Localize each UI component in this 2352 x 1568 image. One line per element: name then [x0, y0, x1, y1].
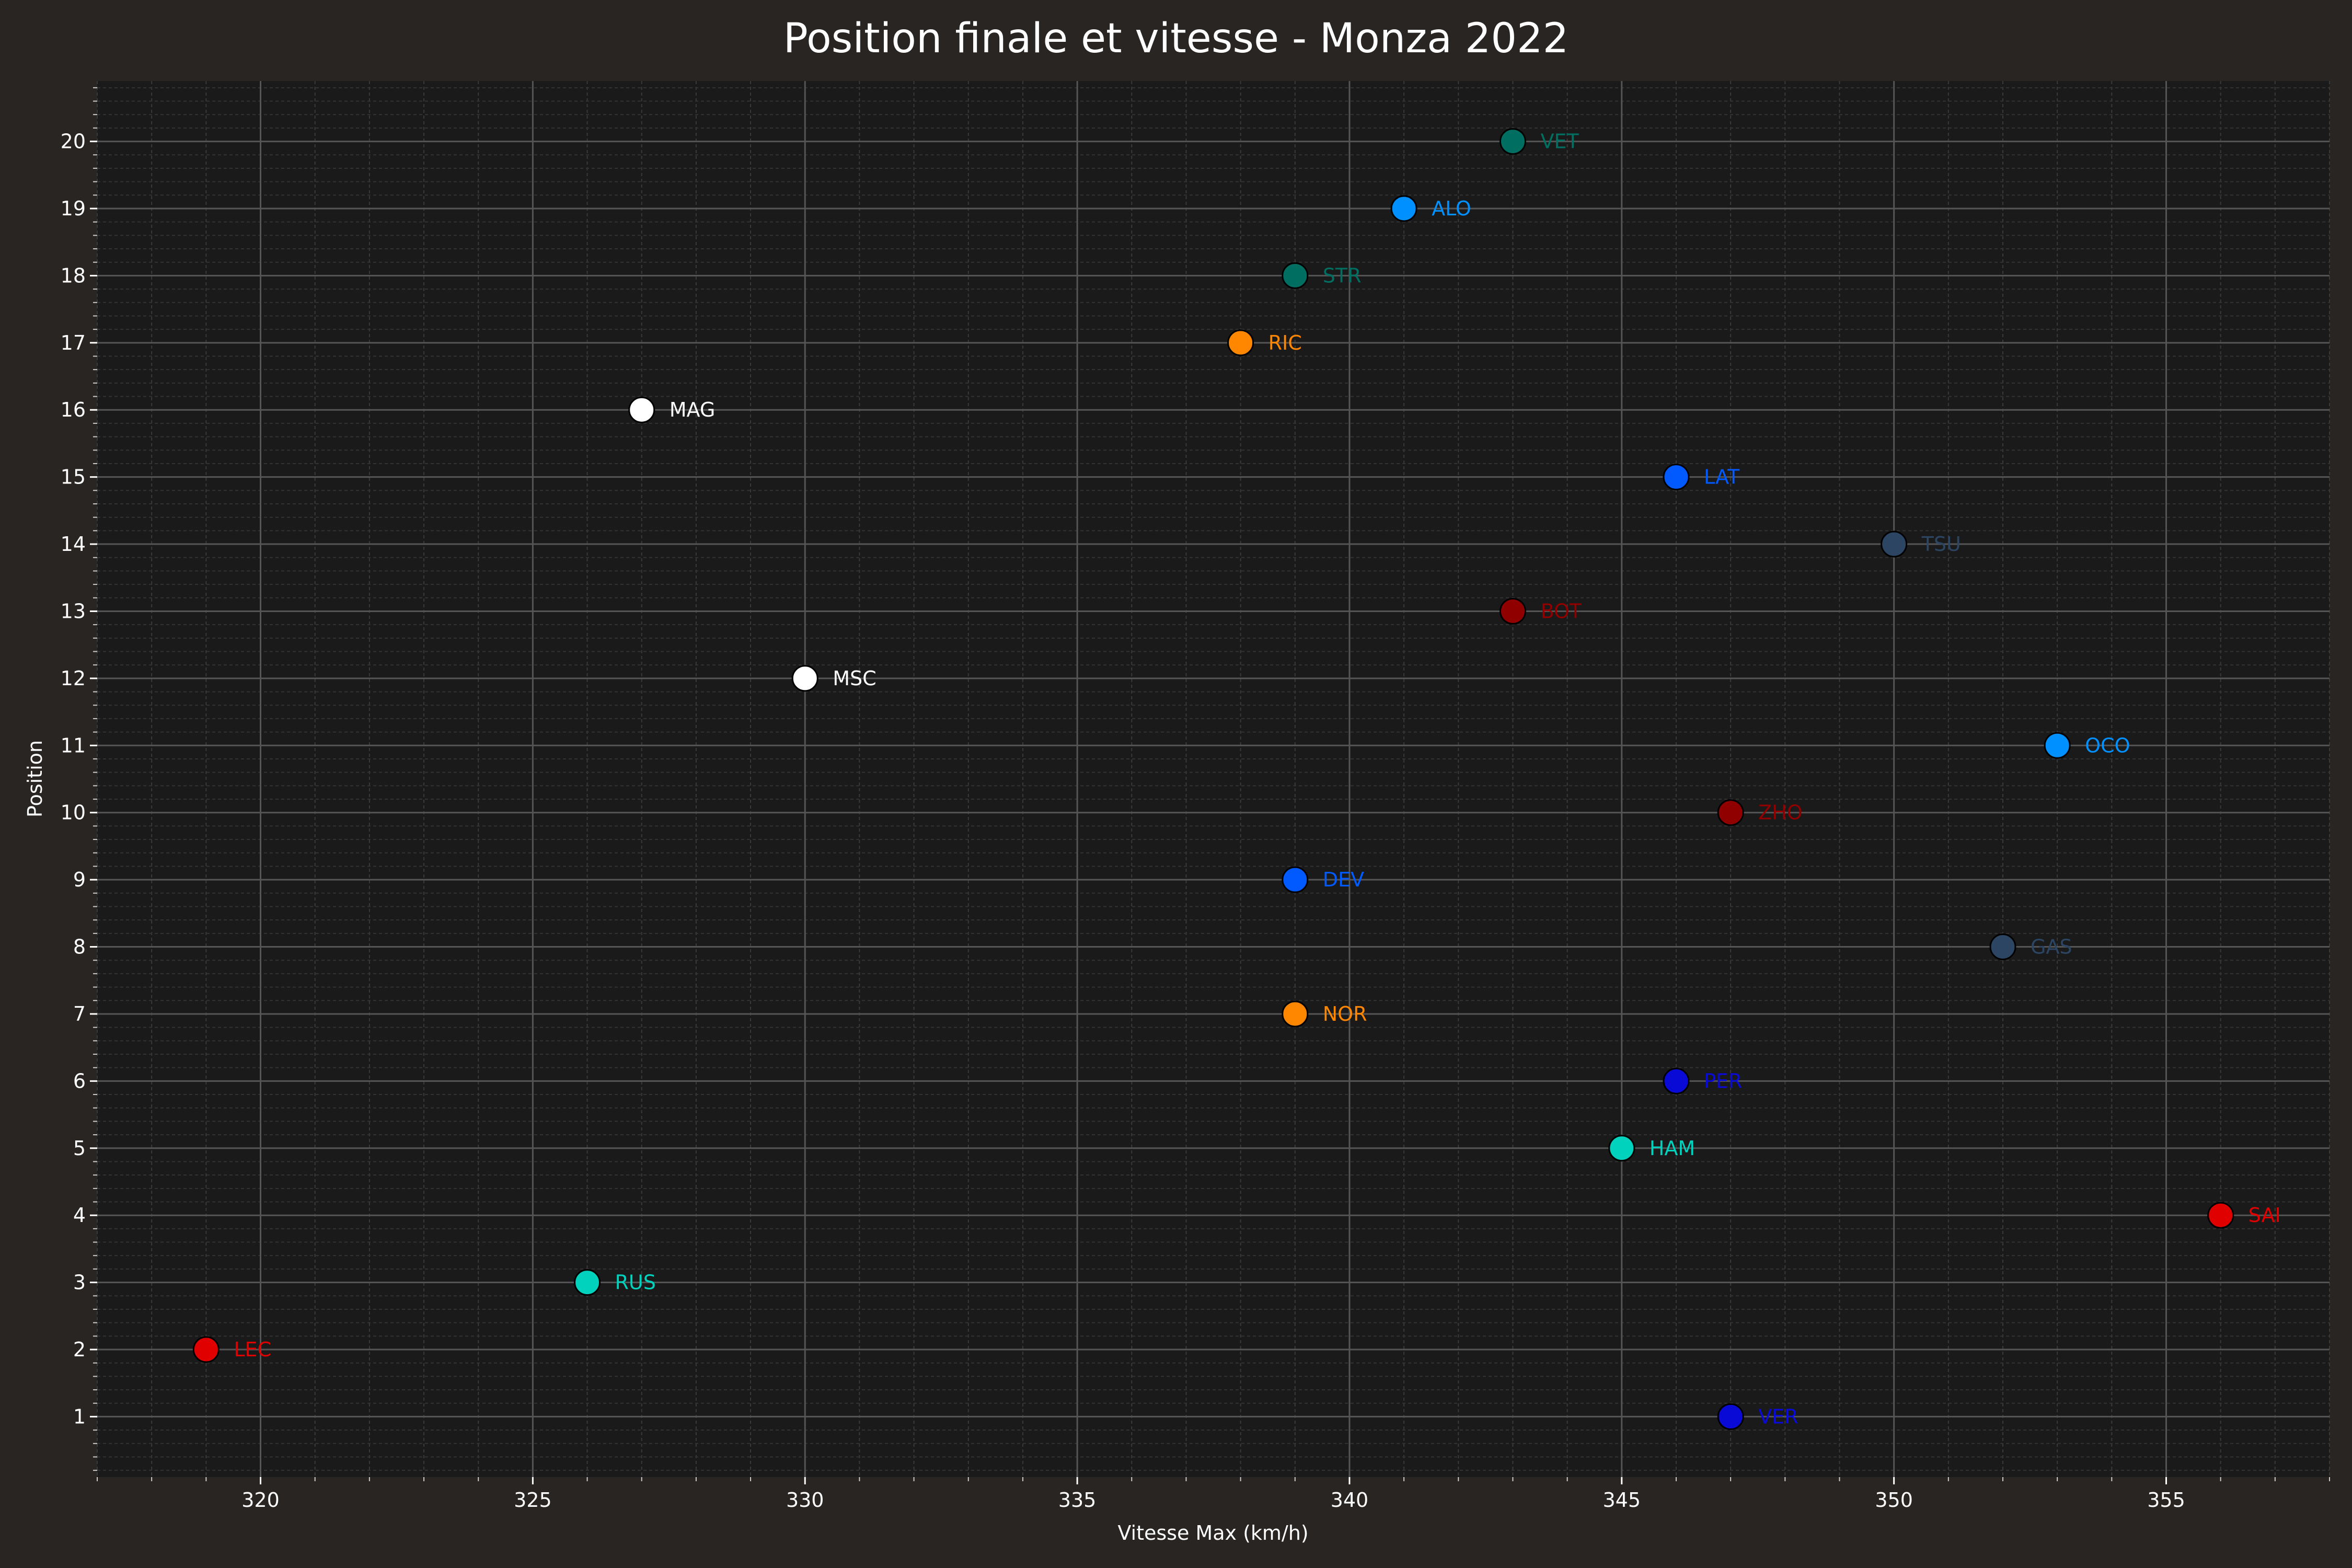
- y-tick-label: 16: [61, 398, 86, 421]
- data-point-label: DEV: [1323, 868, 1364, 891]
- data-point-zho: [1718, 800, 1743, 825]
- data-point-per: [1664, 1068, 1689, 1093]
- data-point-alo: [1391, 196, 1416, 221]
- data-point-label: VET: [1540, 130, 1579, 153]
- data-point-vet: [1500, 129, 1525, 154]
- data-point-label: BOT: [1540, 599, 1582, 622]
- y-tick-label: 2: [73, 1338, 86, 1361]
- data-point-sai: [2208, 1203, 2233, 1228]
- chart-title: Position finale et vitesse - Monza 2022: [783, 15, 1569, 62]
- data-point-label: ZHO: [1758, 801, 1803, 824]
- data-point-nor: [1283, 1001, 1308, 1027]
- data-point-ver: [1718, 1404, 1743, 1429]
- y-tick-label: 10: [61, 801, 86, 824]
- x-tick-label: 335: [1058, 1489, 1097, 1512]
- x-tick-label: 330: [786, 1489, 824, 1512]
- data-point-lat: [1664, 465, 1689, 490]
- data-point-label: MSC: [833, 667, 876, 690]
- y-tick-label: 17: [61, 331, 86, 354]
- data-point-dev: [1283, 867, 1308, 892]
- y-tick-label: 12: [61, 667, 86, 690]
- data-point-gas: [1990, 935, 2015, 960]
- y-tick-label: 14: [61, 533, 86, 556]
- y-axis-label: Position: [24, 740, 47, 817]
- data-point-label: LAT: [1704, 466, 1740, 489]
- data-point-mag: [629, 397, 654, 422]
- data-point-label: RIC: [1269, 331, 1302, 354]
- data-point-bot: [1500, 598, 1525, 624]
- data-point-label: NOR: [1323, 1002, 1367, 1025]
- y-tick-label: 15: [61, 466, 86, 489]
- data-point-tsu: [1882, 532, 1907, 557]
- data-point-label: TSU: [1921, 533, 1961, 556]
- y-tick-label: 18: [61, 264, 86, 287]
- x-tick-label: 320: [241, 1489, 280, 1512]
- data-point-str: [1283, 263, 1308, 288]
- x-tick-label: 325: [514, 1489, 552, 1512]
- data-point-msc: [792, 666, 817, 691]
- y-tick-label: 20: [61, 130, 86, 153]
- x-tick-label: 340: [1331, 1489, 1369, 1512]
- y-tick-label: 8: [73, 936, 86, 959]
- y-tick-label: 1: [73, 1405, 86, 1428]
- y-tick-label: 3: [73, 1271, 86, 1294]
- data-point-rus: [575, 1270, 600, 1295]
- data-point-label: PER: [1704, 1069, 1742, 1092]
- x-tick-label: 355: [2147, 1489, 2185, 1512]
- data-point-label: HAM: [1650, 1137, 1695, 1160]
- data-point-label: OCO: [2085, 734, 2130, 757]
- y-tick-label: 19: [61, 197, 86, 220]
- data-point-label: VER: [1758, 1405, 1798, 1428]
- y-tick-label: 11: [61, 734, 86, 757]
- x-tick-label: 350: [1875, 1489, 1913, 1512]
- data-point-lec: [193, 1337, 218, 1362]
- data-point-label: STR: [1323, 264, 1362, 287]
- y-tick-label: 5: [73, 1137, 86, 1160]
- data-point-label: RUS: [615, 1271, 656, 1294]
- y-tick-label: 6: [73, 1069, 86, 1092]
- plot-area: [97, 81, 2330, 1477]
- data-point-oco: [2045, 733, 2070, 758]
- data-point-ric: [1228, 330, 1253, 355]
- data-point-label: SAI: [2249, 1204, 2281, 1227]
- y-tick-label: 4: [73, 1204, 86, 1227]
- x-axis-label: Vitesse Max (km/h): [1117, 1521, 1308, 1544]
- data-point-label: GAS: [2031, 936, 2072, 959]
- data-point-label: MAG: [670, 398, 716, 421]
- data-point-ham: [1609, 1136, 1634, 1161]
- y-tick-label: 7: [73, 1002, 86, 1025]
- data-point-label: ALO: [1432, 197, 1471, 220]
- y-tick-label: 9: [73, 868, 86, 891]
- data-point-label: LEC: [234, 1338, 271, 1361]
- x-tick-label: 345: [1603, 1489, 1641, 1512]
- y-tick-label: 13: [61, 599, 86, 622]
